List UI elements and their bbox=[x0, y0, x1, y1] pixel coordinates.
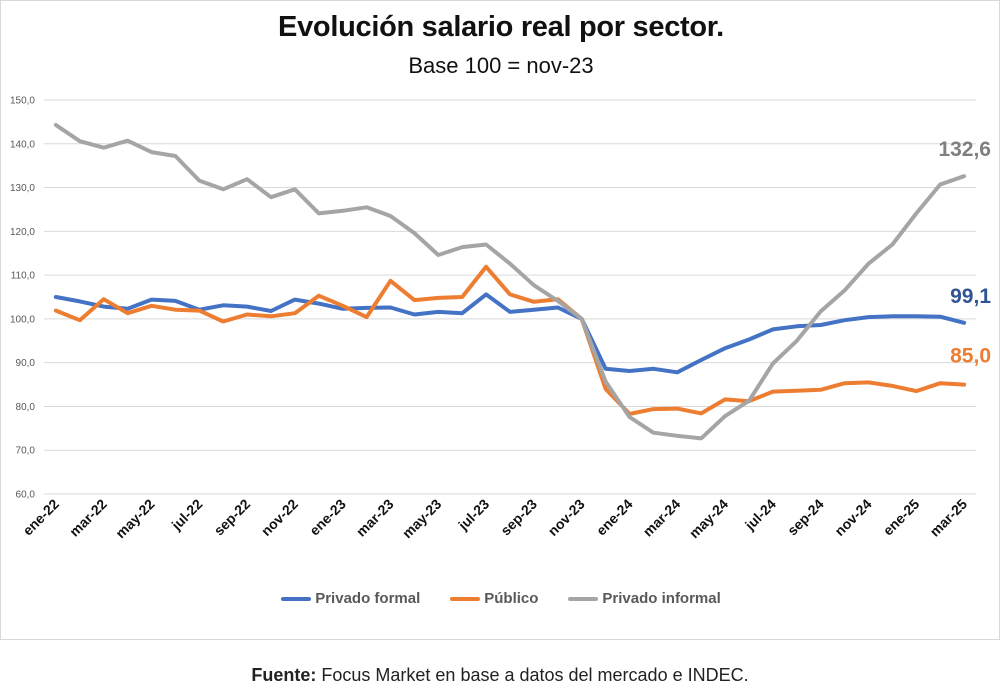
legend-swatch bbox=[281, 596, 312, 601]
end-value-label: 99,1 bbox=[950, 285, 991, 308]
y-tick-label: 110,0 bbox=[11, 271, 36, 282]
y-tick-label: 120,0 bbox=[10, 227, 35, 238]
x-tick-label: jul-23 bbox=[454, 496, 492, 534]
y-tick-label: 90,0 bbox=[16, 358, 36, 369]
end-value-label: 85,0 bbox=[950, 345, 991, 368]
legend: Privado formal Público Privado informal bbox=[1, 590, 1000, 607]
series-line-publico bbox=[53, 264, 967, 416]
legend-label: Privado formal bbox=[315, 590, 421, 607]
y-tick-label: 150,0 bbox=[10, 96, 35, 107]
x-tick-label: nov-24 bbox=[831, 496, 874, 539]
series-line-privado-formal bbox=[53, 292, 967, 375]
chart-title: Evolución salario real por sector. bbox=[278, 11, 724, 43]
x-tick-label: mar-25 bbox=[926, 496, 970, 540]
gridlines bbox=[44, 99, 976, 495]
line-chart: 60,0 70,0 80,0 90,0 100,0 110,0 120,0 130,0 140,… bbox=[10, 96, 991, 542]
x-tick-label: may-22 bbox=[112, 496, 158, 542]
legend-item: Privado formal bbox=[281, 590, 420, 607]
legend-label: Privado informal bbox=[602, 590, 721, 607]
y-tick-label: 80,0 bbox=[16, 402, 36, 413]
legend-swatch bbox=[450, 596, 481, 601]
x-tick-label: mar-24 bbox=[640, 496, 684, 540]
series-line-privado-informal bbox=[53, 123, 967, 441]
end-labels: 99,1 85,0 132,6 bbox=[938, 138, 991, 367]
x-tick-label: may-23 bbox=[399, 496, 445, 542]
x-tick-label: ene-25 bbox=[880, 496, 923, 539]
x-tick-label: ene-23 bbox=[306, 496, 349, 539]
chart-frame: Evolución salario real por sector. Base … bbox=[0, 0, 1000, 640]
y-tick-label: 70,0 bbox=[16, 446, 36, 457]
y-tick-label: 60,0 bbox=[16, 490, 36, 501]
x-axis-ticks: ene-22 mar-22 may-22 jul-22 sep-22 nov-22 ene-… bbox=[19, 496, 970, 542]
source-label: Fuente: bbox=[251, 665, 317, 685]
y-tick-label: 140,0 bbox=[10, 139, 35, 150]
legend-label: Público bbox=[484, 590, 539, 607]
legend-item: Privado informal bbox=[568, 590, 721, 607]
x-tick-label: ene-24 bbox=[593, 496, 636, 539]
source-text: Focus Market en base a datos del mercado… bbox=[316, 665, 749, 685]
chart-subtitle: Base 100 = nov-23 bbox=[408, 53, 594, 78]
x-tick-label: sep-24 bbox=[784, 496, 827, 539]
end-value-label: 132,6 bbox=[938, 138, 991, 161]
series-lines bbox=[53, 123, 967, 441]
x-tick-label: sep-22 bbox=[211, 496, 254, 539]
legend-swatch bbox=[568, 596, 599, 601]
x-tick-label: jul-22 bbox=[168, 496, 206, 534]
x-tick-label: jul-24 bbox=[741, 496, 779, 534]
x-tick-label: sep-23 bbox=[497, 496, 540, 539]
source-note: Fuente: Focus Market en base a datos del… bbox=[0, 665, 1000, 686]
legend-item: Público bbox=[450, 590, 538, 607]
x-tick-label: mar-23 bbox=[353, 496, 397, 540]
x-tick-label: may-24 bbox=[686, 496, 732, 542]
y-tick-label: 130,0 bbox=[10, 183, 35, 194]
x-tick-label: nov-22 bbox=[258, 496, 301, 539]
x-tick-label: nov-23 bbox=[545, 496, 588, 539]
x-tick-label: mar-22 bbox=[66, 496, 110, 540]
y-tick-label: 100,0 bbox=[10, 314, 35, 325]
y-axis-ticks: 60,0 70,0 80,0 90,0 100,0 110,0 120,0 130,0 140,… bbox=[10, 96, 35, 501]
x-tick-label: ene-22 bbox=[19, 496, 62, 539]
